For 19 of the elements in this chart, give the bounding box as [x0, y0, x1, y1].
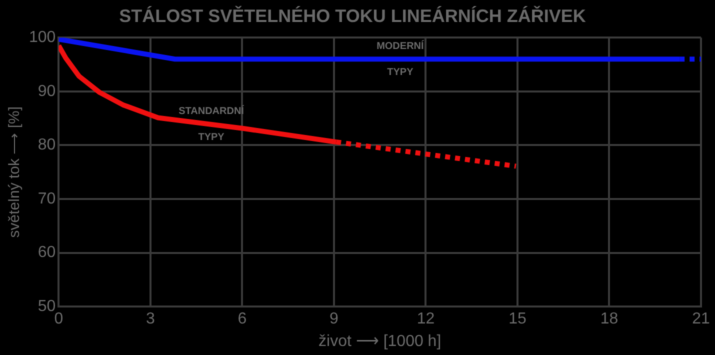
text: STANDARDNÍ TYPY	[178, 106, 244, 144]
y-tick-label: 90	[38, 82, 56, 100]
y-tick-label: 80	[38, 136, 56, 154]
text: MODERNÍ TYPY	[376, 40, 424, 78]
y-axis-title: světelný tok ⟶ [%]	[6, 106, 24, 238]
x-tick-label: 15	[508, 310, 526, 328]
chart-title: STÁLOST SVĚTELNÉHO TOKU LINEÁRNÍCH ZÁŘIVEK	[119, 4, 586, 26]
y-tick-label: 60	[38, 244, 56, 262]
y-tick-label: 50	[38, 298, 56, 316]
x-tick-label: 0	[54, 310, 64, 328]
y-tick-label: 70	[38, 190, 56, 208]
y-tick-label: 100	[28, 29, 56, 46]
x-tick-label: 18	[600, 310, 618, 328]
x-tick-label: 6	[238, 310, 247, 328]
x-axis-title: život ⟶ [1000 h]	[318, 332, 442, 350]
x-tick-label: 3	[146, 310, 155, 328]
x-tick-label: 9	[330, 310, 339, 328]
x-tick-label: 21	[692, 310, 710, 328]
x-tick-label: 12	[416, 310, 435, 328]
